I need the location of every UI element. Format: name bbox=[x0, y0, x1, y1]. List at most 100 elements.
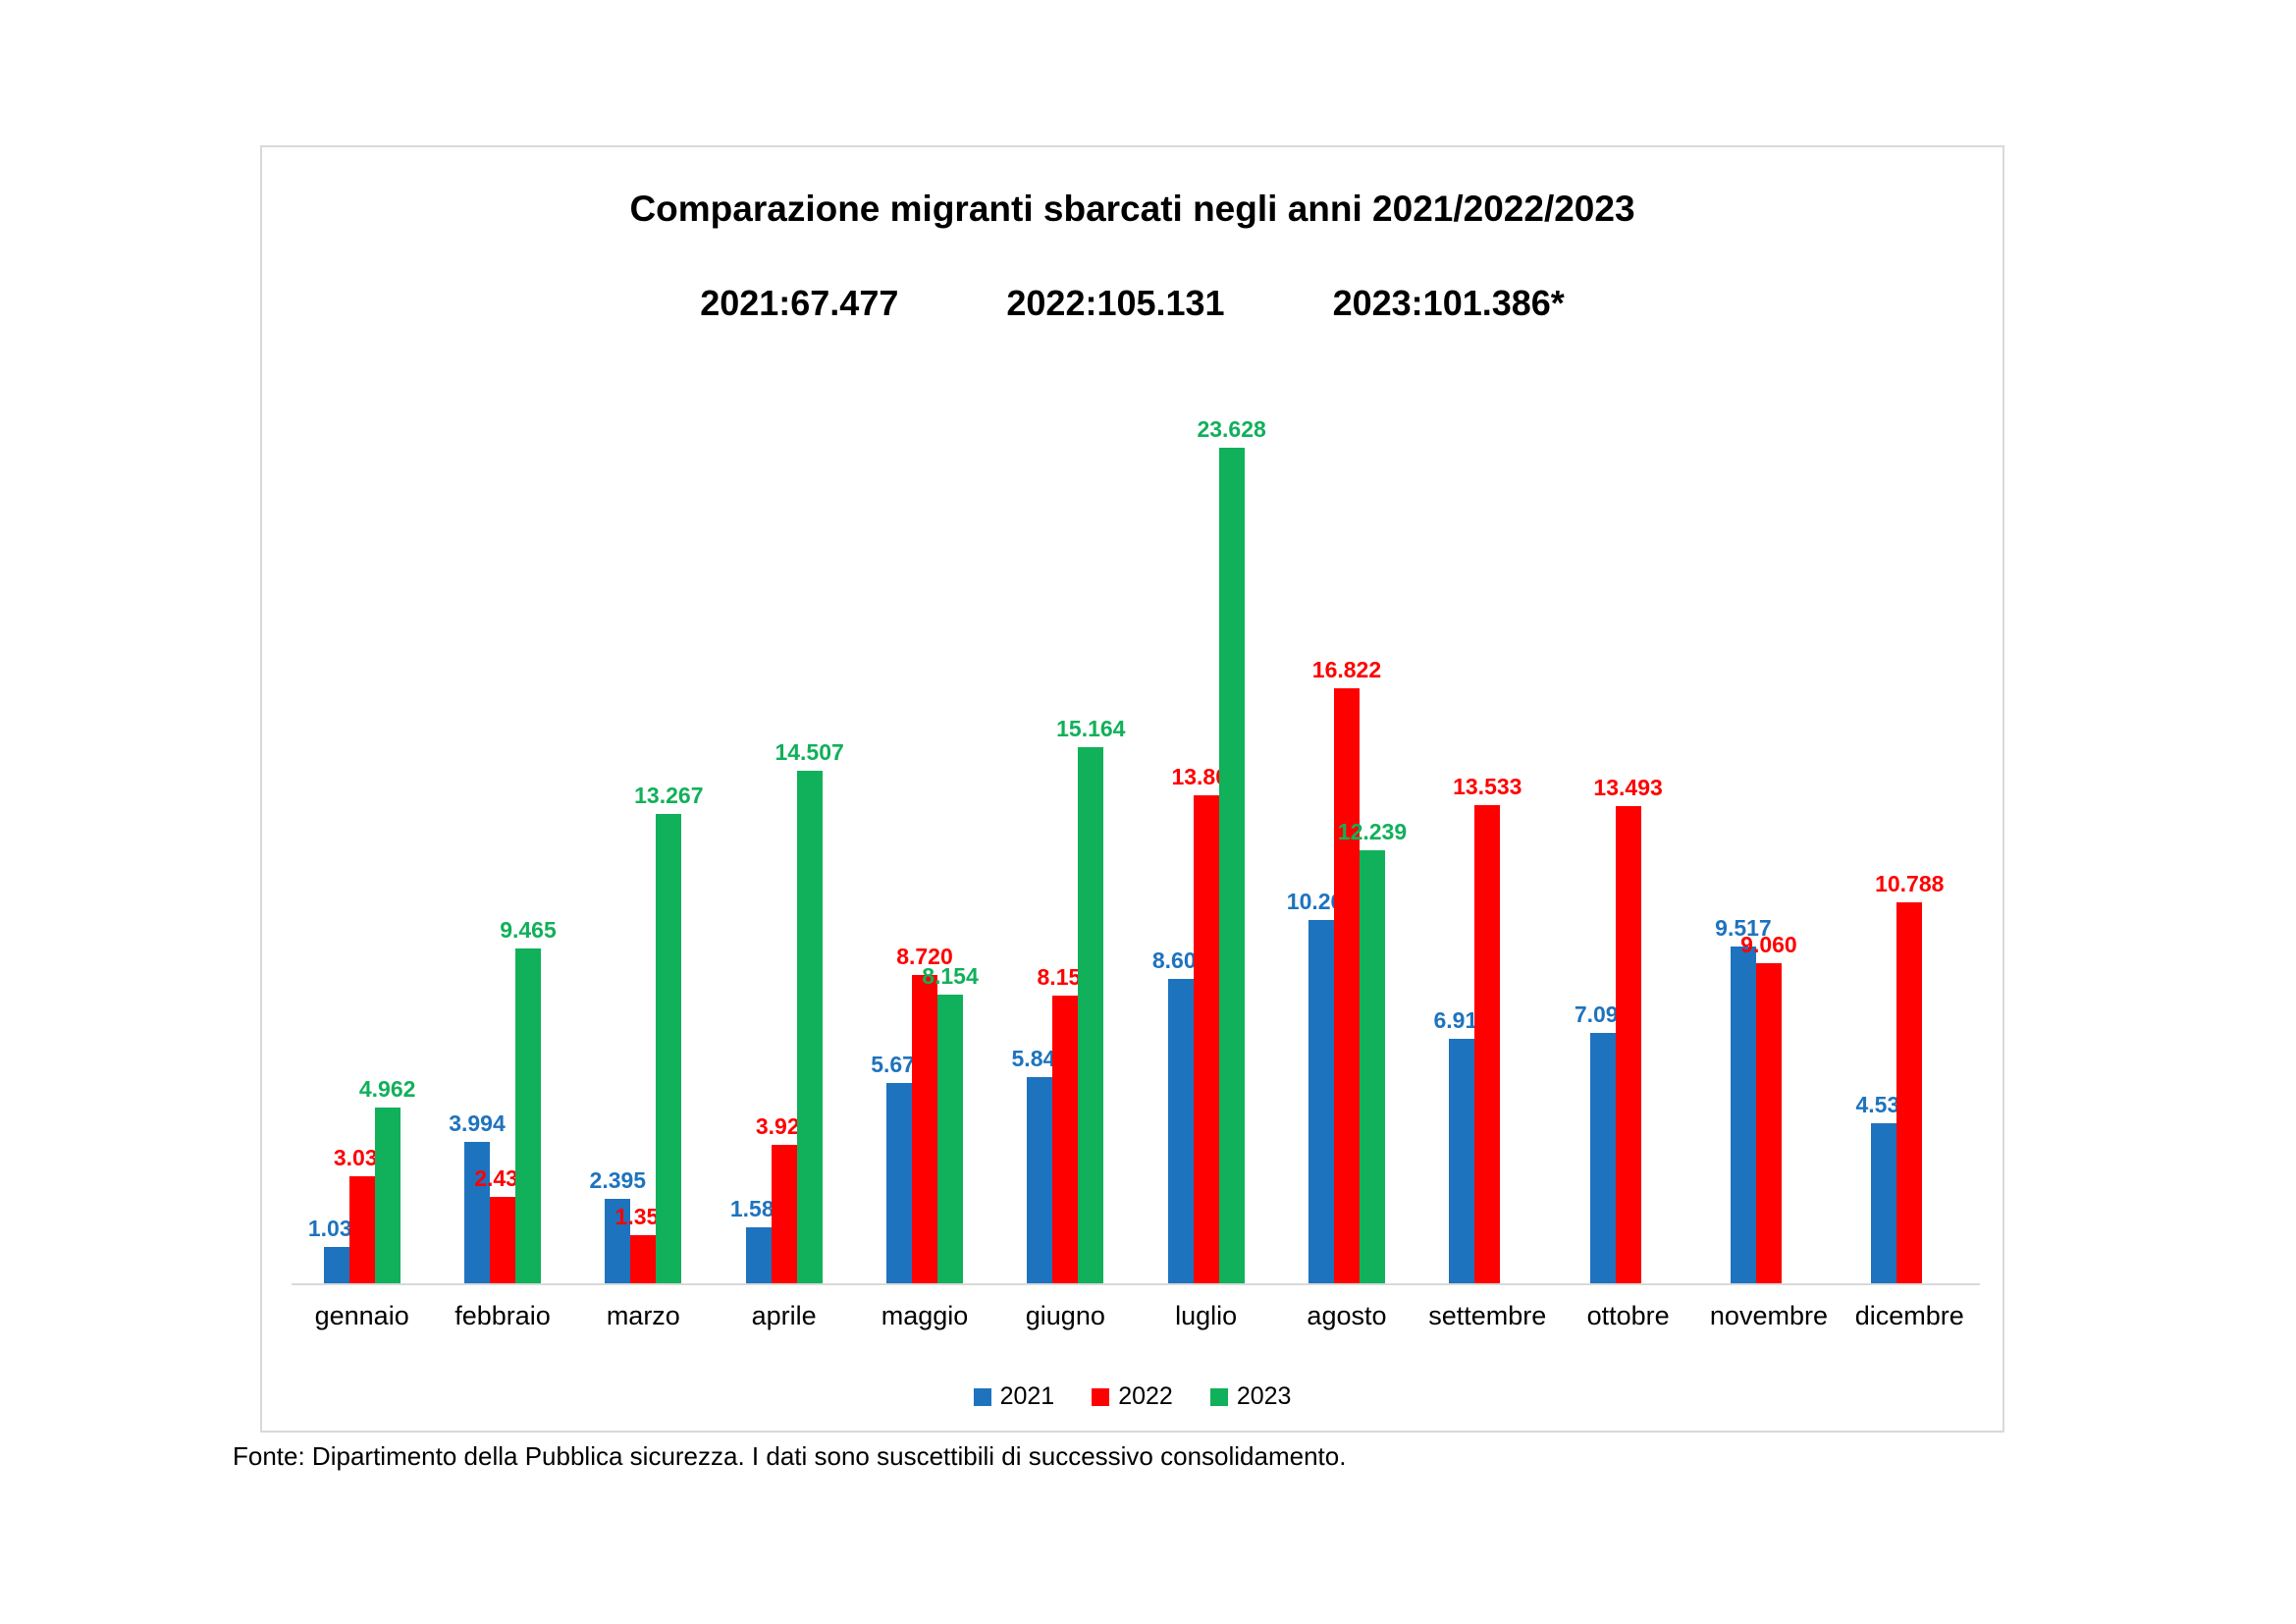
bar-slot-2022-settembre: 13.533 bbox=[1453, 400, 1522, 1283]
bar-slot-2022-maggio: 8.720 bbox=[896, 400, 953, 1283]
month-label-settembre: settembre bbox=[1428, 1301, 1547, 1330]
bar-slot-2023-marzo: 13.267 bbox=[634, 400, 703, 1283]
bar-value-label: 10.788 bbox=[1875, 871, 1945, 896]
bar-value-label: 23.628 bbox=[1197, 416, 1266, 442]
month-label-giugno: giugno bbox=[1025, 1301, 1105, 1330]
bar-slot-2021-agosto: 10.269 bbox=[1287, 400, 1356, 1283]
month-label-marzo: marzo bbox=[606, 1301, 680, 1330]
bar-value-label: 8.720 bbox=[896, 944, 953, 969]
bar-value-label: 3.994 bbox=[449, 1110, 506, 1136]
bar-2021-agosto: 10.269 bbox=[1287, 891, 1356, 1283]
month-label-agosto: agosto bbox=[1307, 1301, 1387, 1330]
bar-slot-2023-gennaio: 4.962 bbox=[359, 400, 415, 1283]
bar-value-label: 13.267 bbox=[634, 783, 704, 808]
bar-group-febbraio: 3.994 2.439 9.465 febbraio bbox=[432, 400, 572, 1331]
bar-slot-2021-settembre: 6.919 bbox=[1434, 400, 1490, 1283]
bar-2021-aprile: 1.585 bbox=[730, 1198, 786, 1283]
bar-2023-febbraio: 9.465 bbox=[500, 919, 557, 1283]
bar-slot-2021-luglio: 8.609 bbox=[1152, 400, 1208, 1283]
bar-slot-2022-aprile: 3.929 bbox=[756, 400, 812, 1283]
bar-value-label: 12.239 bbox=[1337, 819, 1408, 844]
month-label-ottobre: ottobre bbox=[1586, 1301, 1670, 1330]
legend-swatch-2021 bbox=[973, 1387, 991, 1406]
bar-group-dicembre: 4.534 10.788 dicembre bbox=[1840, 400, 1980, 1331]
bar-2023-giugno: 15.164 bbox=[1056, 718, 1125, 1283]
month-label-luglio: luglio bbox=[1175, 1301, 1238, 1330]
bar-slot-2022-giugno: 8.152 bbox=[1038, 400, 1094, 1283]
bar-value-label: 2.395 bbox=[589, 1167, 647, 1193]
bar-2021-marzo: 2.395 bbox=[590, 1169, 646, 1283]
bar-slot-2023-agosto: 12.239 bbox=[1338, 400, 1407, 1283]
bar-2022-luglio: 13.802 bbox=[1171, 766, 1241, 1283]
bar-slot-2022-luglio: 13.802 bbox=[1171, 400, 1241, 1283]
legend-label-2023: 2023 bbox=[1236, 1382, 1292, 1410]
bar-value-label: 9.517 bbox=[1715, 915, 1772, 941]
legend-swatch-2022 bbox=[1092, 1387, 1110, 1406]
bar-group-novembre: 9.517 9.060 novembre bbox=[1698, 400, 1839, 1331]
bar-slot-2023-febbraio: 9.465 bbox=[500, 400, 557, 1283]
bar-2022-giugno: 8.152 bbox=[1038, 966, 1094, 1283]
yearly-totals: 2021:67.477 2022:105.131 2023:101.386* bbox=[262, 283, 2002, 324]
bar-2022-ottobre: 13.493 bbox=[1593, 777, 1663, 1283]
month-label-maggio: maggio bbox=[881, 1301, 969, 1330]
legend-label-2021: 2021 bbox=[999, 1382, 1055, 1410]
bar-slot-2022-agosto: 16.822 bbox=[1312, 400, 1381, 1283]
bar-2023-aprile: 14.507 bbox=[774, 741, 844, 1283]
bar-slot-2023-settembre bbox=[1500, 400, 1525, 1283]
bar-2021-ottobre: 7.097 bbox=[1575, 1003, 1630, 1283]
bar-2021-novembre: 9.517 bbox=[1715, 917, 1772, 1283]
bar-2021-maggio: 5.679 bbox=[871, 1054, 928, 1283]
bar-slot-2022-febbraio: 2.439 bbox=[474, 400, 531, 1283]
bar-slot-2021-novembre: 9.517 bbox=[1715, 400, 1772, 1283]
bar-group-marzo: 2.395 1.358 13.267 marzo bbox=[573, 400, 714, 1331]
bar-group-agosto: 10.269 16.822 12.239 agosto bbox=[1276, 400, 1416, 1331]
legend-item-2023: 2023 bbox=[1209, 1382, 1292, 1411]
legend-item-2021: 2021 bbox=[973, 1382, 1055, 1411]
bar-2021-giugno: 5.840 bbox=[1012, 1048, 1068, 1283]
bar-value-label: 8.154 bbox=[922, 963, 979, 989]
bar-group-gennaio: 1.039 3.035 4.962 gennaio bbox=[292, 400, 432, 1331]
total-2023: 2023:101.386* bbox=[1332, 283, 1565, 323]
bar-value-label: 13.493 bbox=[1593, 775, 1663, 800]
bar-2021-febbraio: 3.994 bbox=[449, 1112, 506, 1283]
bar-slot-2023-novembre bbox=[1782, 400, 1807, 1283]
month-label-aprile: aprile bbox=[751, 1301, 817, 1330]
bar-2022-agosto: 16.822 bbox=[1312, 659, 1381, 1283]
bar-group-maggio: 5.679 8.720 8.154 maggio bbox=[854, 400, 994, 1331]
bar-2022-marzo: 1.358 bbox=[615, 1206, 671, 1283]
month-label-febbraio: febbraio bbox=[454, 1301, 551, 1330]
bar-value-label: 14.507 bbox=[774, 739, 844, 765]
bar-slot-2022-dicembre: 10.788 bbox=[1875, 400, 1944, 1283]
bar-slot-2021-giugno: 5.840 bbox=[1012, 400, 1068, 1283]
bar-value-label: 15.164 bbox=[1056, 716, 1126, 741]
month-label-gennaio: gennaio bbox=[314, 1301, 409, 1330]
bar-value-label: 9.465 bbox=[500, 917, 557, 943]
legend-item-2022: 2022 bbox=[1092, 1382, 1173, 1411]
bar-value-label: 4.962 bbox=[358, 1076, 416, 1102]
month-label-novembre: novembre bbox=[1709, 1301, 1828, 1330]
bar-2021-luglio: 8.609 bbox=[1152, 949, 1208, 1283]
bar-slot-2023-dicembre bbox=[1922, 400, 1948, 1283]
bar-slot-2023-ottobre bbox=[1641, 400, 1667, 1283]
bar-value-label: 16.822 bbox=[1311, 657, 1382, 682]
bar-slot-2022-marzo: 1.358 bbox=[615, 400, 671, 1283]
bar-2021-gennaio: 1.039 bbox=[308, 1218, 364, 1283]
bar-group-settembre: 6.919 13.533 settembre bbox=[1417, 400, 1558, 1331]
bar-slot-2023-luglio: 23.628 bbox=[1197, 400, 1266, 1283]
bar-slot-2023-aprile: 14.507 bbox=[774, 400, 844, 1283]
bar-slot-2021-aprile: 1.585 bbox=[730, 400, 786, 1283]
bar-slot-2022-novembre: 9.060 bbox=[1740, 400, 1797, 1283]
bar-2022-aprile: 3.929 bbox=[756, 1115, 812, 1283]
bar-2022-dicembre: 10.788 bbox=[1875, 873, 1944, 1283]
bar-slot-2022-ottobre: 13.493 bbox=[1593, 400, 1663, 1283]
bar-value-label: 9.060 bbox=[1740, 932, 1797, 957]
bar-2021-settembre: 6.919 bbox=[1434, 1009, 1490, 1283]
bar-2023-marzo: 13.267 bbox=[634, 785, 703, 1283]
bar-value-label: 13.533 bbox=[1453, 774, 1522, 799]
total-2022: 2022:105.131 bbox=[1006, 283, 1225, 323]
bar-2022-febbraio: 2.439 bbox=[474, 1167, 531, 1283]
bar-2022-gennaio: 3.035 bbox=[334, 1147, 390, 1283]
bar-slot-2021-marzo: 2.395 bbox=[590, 400, 646, 1283]
bar-slot-2023-maggio: 8.154 bbox=[922, 400, 979, 1283]
legend: 2021 2022 2023 bbox=[262, 1382, 2002, 1411]
